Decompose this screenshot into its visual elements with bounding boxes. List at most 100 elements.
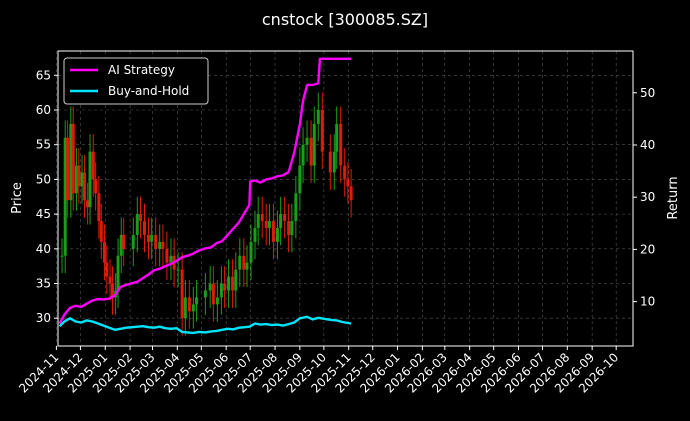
price-candle-body xyxy=(91,151,95,180)
price-candle-body xyxy=(82,172,86,201)
price-candle-body xyxy=(234,269,238,291)
y2-tick-label: 30 xyxy=(640,190,655,204)
price-candle-body xyxy=(165,248,169,263)
price-candle-body xyxy=(86,200,90,208)
price-candle-body xyxy=(63,137,67,256)
price-candle-body xyxy=(279,214,283,228)
price-candle-body xyxy=(211,283,215,305)
price-candle-body xyxy=(223,283,227,291)
price-candle-body xyxy=(290,221,294,235)
price-candle-body xyxy=(208,283,212,291)
price-candle-body xyxy=(309,137,313,166)
legend-box xyxy=(63,57,209,105)
price-candle-body xyxy=(242,255,246,270)
y-tick-label: 50 xyxy=(36,172,51,186)
price-candle-body xyxy=(77,165,81,187)
chart-title: cnstock [300085.SZ] xyxy=(262,10,428,29)
price-candle-body xyxy=(131,234,135,249)
price-candle-body xyxy=(176,269,180,271)
y2-tick-label: 10 xyxy=(640,295,655,309)
price-candle-body xyxy=(349,186,353,201)
price-candle-body xyxy=(287,221,291,235)
price-candle-body xyxy=(158,241,162,249)
price-candle-body xyxy=(249,241,253,263)
price-candle-body xyxy=(94,179,98,194)
price-candle-body xyxy=(191,304,195,312)
price-candle-body xyxy=(122,234,126,249)
price-candle-body xyxy=(256,214,260,228)
price-candle-body xyxy=(74,165,78,194)
price-candle-body xyxy=(346,179,350,187)
price-candle-body xyxy=(227,276,231,291)
price-candle-body xyxy=(294,193,298,222)
price-candle-body xyxy=(99,221,103,242)
price-candle-body xyxy=(267,221,271,228)
price-candles xyxy=(60,92,353,336)
price-candle-body xyxy=(335,123,339,152)
price-candle-body xyxy=(328,151,332,173)
grid-lines xyxy=(56,51,633,346)
price-candle-body xyxy=(245,262,249,270)
series-line-buy-and-hold xyxy=(58,315,352,335)
y-tick-label: 45 xyxy=(36,207,51,221)
price-candle-body xyxy=(146,234,150,242)
price-candle-body xyxy=(88,151,92,208)
y2-axis-label: Return xyxy=(666,176,681,219)
price-candle-body xyxy=(108,276,112,284)
legend-label-ai-strategy: AI Strategy xyxy=(108,63,175,77)
price-candle-body xyxy=(339,123,343,166)
price-candle-body xyxy=(219,283,223,298)
price-candle-body xyxy=(150,234,154,242)
price-candle-body xyxy=(71,123,75,194)
price-candle-body xyxy=(332,151,336,173)
price-candle-body xyxy=(316,110,320,124)
price-candle-body xyxy=(116,255,120,291)
price-candle-body xyxy=(102,241,106,263)
price-candle-body xyxy=(203,290,207,298)
price-candle-body xyxy=(60,255,64,257)
price-candle-body xyxy=(301,144,305,166)
price-candle-body xyxy=(238,255,242,270)
price-candle-body xyxy=(138,214,142,222)
price-candle-body xyxy=(305,137,309,145)
y-tick-label: 35 xyxy=(36,277,51,291)
price-candle-body xyxy=(283,214,287,222)
y2-tick-label: 40 xyxy=(640,138,655,152)
price-candle-body xyxy=(80,172,84,187)
price-candle-body xyxy=(343,165,347,180)
y2-tick-label: 20 xyxy=(640,242,655,256)
price-candle-body xyxy=(264,221,268,228)
price-candle-body xyxy=(97,193,101,222)
y-tick-label: 65 xyxy=(36,68,51,82)
y-tick-label: 40 xyxy=(36,242,51,256)
price-candle-body xyxy=(215,297,219,305)
price-candle-body xyxy=(66,137,70,201)
y-tick-label: 30 xyxy=(36,311,51,325)
price-candle-body xyxy=(187,297,191,312)
legend: AI Strategy Buy-and-Hold xyxy=(63,57,209,105)
y-tick-label: 55 xyxy=(36,138,51,152)
price-candle-body xyxy=(169,255,173,263)
price-candle-body xyxy=(253,228,257,242)
price-candle-body xyxy=(110,283,114,298)
price-candle-body xyxy=(312,123,316,166)
price-candle-body xyxy=(195,297,199,305)
y-axis-label: Price xyxy=(10,182,25,214)
left-axis-ticks: 30 35 40 45 50 55 60 65 xyxy=(36,68,58,325)
price-candle-body xyxy=(275,228,279,242)
price-candle-body xyxy=(231,276,235,291)
price-candle-body xyxy=(105,262,109,277)
right-axis-ticks: 10 20 30 40 50 xyxy=(633,86,655,309)
price-candle-body xyxy=(161,241,165,249)
price-candle-body xyxy=(320,110,324,152)
price-candle-body xyxy=(271,221,275,242)
price-candle-body xyxy=(154,234,158,249)
price-candle-body xyxy=(260,214,264,222)
y-tick-label: 60 xyxy=(36,103,51,117)
series-line-ai-strategy xyxy=(58,57,352,325)
price-candle-body xyxy=(119,234,123,256)
legend-label-buy-and-hold: Buy-and-Hold xyxy=(108,84,189,98)
price-candle-body xyxy=(69,123,73,201)
price-candle-body xyxy=(142,221,146,235)
